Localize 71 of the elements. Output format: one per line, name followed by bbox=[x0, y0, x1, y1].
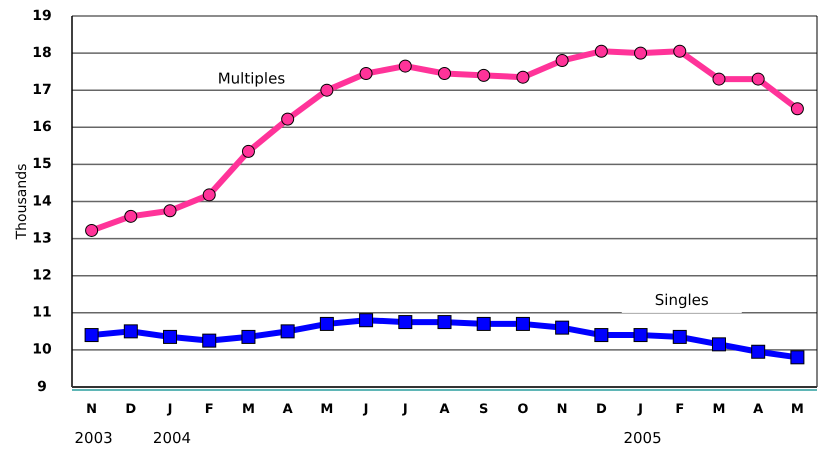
x-tick-label: M bbox=[790, 402, 804, 417]
point bbox=[438, 315, 452, 330]
point bbox=[712, 72, 726, 86]
point bbox=[164, 204, 177, 218]
x-tick-label: F bbox=[675, 402, 684, 417]
y-tick-label: 14 bbox=[32, 193, 52, 210]
x-tick-label: S bbox=[479, 402, 488, 417]
y-tick-label: 9 bbox=[37, 378, 47, 395]
y-tick-label: 15 bbox=[32, 156, 52, 172]
point bbox=[476, 316, 491, 331]
point bbox=[634, 328, 648, 342]
point bbox=[516, 316, 530, 331]
point bbox=[672, 330, 687, 344]
point bbox=[241, 330, 256, 344]
x-tick-label: J 2004 bbox=[152, 402, 192, 447]
point bbox=[398, 60, 412, 73]
x-tick-label: D bbox=[596, 402, 607, 417]
point bbox=[516, 70, 530, 84]
y-axis-title: Thousands bbox=[14, 164, 30, 240]
point bbox=[85, 224, 98, 237]
point bbox=[751, 344, 766, 359]
point bbox=[242, 144, 255, 158]
y-tick-label: 13 bbox=[32, 230, 52, 246]
point bbox=[438, 67, 451, 80]
y-tick-label: 11 bbox=[32, 304, 52, 321]
point bbox=[594, 44, 608, 58]
point bbox=[594, 328, 608, 342]
y-tick-label: 17 bbox=[32, 82, 52, 98]
x-tick-label: A bbox=[439, 402, 450, 417]
point bbox=[634, 46, 648, 60]
x-tick-label: N 2003 bbox=[74, 402, 113, 447]
x-tick-label: M bbox=[242, 402, 255, 417]
x-tick-label: J 2005 bbox=[623, 402, 662, 447]
y-tick-label: 16 bbox=[32, 119, 52, 136]
x-tick-label: O bbox=[517, 402, 528, 417]
x-tick-label: A bbox=[282, 402, 293, 417]
point bbox=[398, 315, 412, 330]
x-tick-label: A bbox=[753, 402, 764, 417]
point bbox=[202, 334, 216, 348]
point bbox=[359, 313, 374, 328]
point bbox=[281, 112, 294, 126]
series-label: Multiples bbox=[218, 70, 286, 88]
y-tick-label: 19 bbox=[32, 8, 52, 24]
point bbox=[124, 210, 138, 223]
x-tick-label: F bbox=[204, 402, 214, 417]
point bbox=[320, 316, 334, 331]
y-tick-label: 10 bbox=[32, 342, 52, 358]
point bbox=[202, 188, 216, 202]
point bbox=[790, 102, 804, 116]
point bbox=[556, 54, 569, 68]
x-tick-label: M bbox=[320, 402, 334, 417]
x-tick-label: J bbox=[362, 402, 368, 417]
point bbox=[360, 67, 373, 80]
point bbox=[477, 68, 490, 82]
x-tick-label: D bbox=[125, 402, 136, 417]
y-tick-label: 18 bbox=[32, 44, 52, 61]
point bbox=[673, 44, 686, 58]
point bbox=[280, 324, 295, 338]
point bbox=[555, 320, 570, 335]
x-tick-label: M bbox=[712, 402, 726, 417]
point bbox=[752, 72, 765, 86]
x-tick-label: J bbox=[402, 402, 408, 417]
point bbox=[163, 330, 178, 344]
point bbox=[320, 84, 334, 97]
point bbox=[84, 328, 99, 342]
series-label: Singles bbox=[654, 291, 709, 310]
x-tick-label: N bbox=[556, 402, 568, 417]
point bbox=[124, 324, 138, 338]
y-tick-label: 12 bbox=[32, 268, 52, 284]
point bbox=[790, 350, 804, 364]
point bbox=[712, 337, 726, 352]
